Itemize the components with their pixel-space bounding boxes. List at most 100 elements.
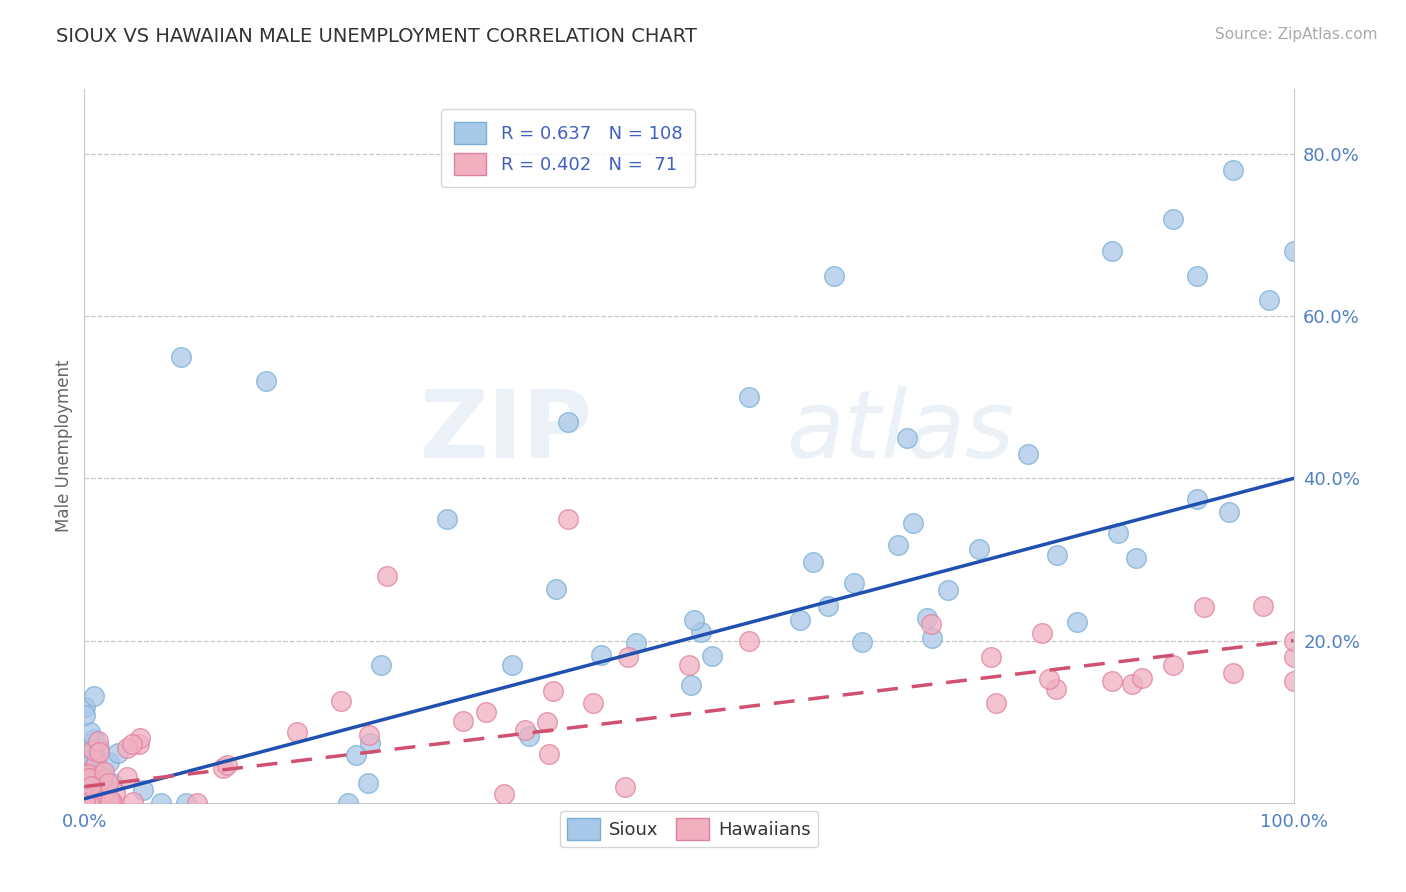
- Point: [75, 791, 97, 805]
- Point: [682, 613, 704, 627]
- Point: [93, 796, 115, 810]
- Point: [91, 771, 114, 785]
- Point: [75, 796, 97, 810]
- Point: [76, 760, 98, 774]
- Point: [1251, 599, 1274, 613]
- Point: [681, 678, 703, 692]
- Point: [76, 796, 98, 810]
- Point: [980, 649, 1002, 664]
- Point: [1222, 666, 1244, 681]
- Point: [1185, 491, 1208, 506]
- Text: ZIP: ZIP: [419, 385, 592, 478]
- Point: [73, 795, 96, 809]
- Point: [93, 796, 115, 810]
- Point: [613, 780, 636, 795]
- Point: [128, 737, 150, 751]
- Point: [73, 775, 96, 789]
- Point: [107, 746, 129, 760]
- Point: [97, 776, 120, 790]
- Point: [370, 658, 392, 673]
- Point: [82, 796, 104, 810]
- Point: [91, 766, 114, 780]
- Point: [77, 796, 100, 810]
- Point: [101, 776, 124, 790]
- Point: [122, 795, 145, 809]
- Point: [1161, 657, 1184, 672]
- Point: [887, 538, 910, 552]
- Point: [87, 794, 110, 808]
- Point: [79, 771, 101, 785]
- Point: [77, 775, 100, 789]
- Point: [73, 766, 96, 780]
- Point: [1282, 649, 1305, 664]
- Point: [936, 582, 959, 597]
- Point: [1194, 599, 1216, 614]
- Point: [80, 796, 103, 810]
- Point: [131, 783, 153, 797]
- Point: [90, 789, 112, 803]
- Point: [149, 796, 172, 810]
- Point: [969, 542, 991, 557]
- Point: [1222, 163, 1244, 178]
- Point: [1017, 447, 1039, 461]
- Point: [73, 796, 96, 810]
- Point: [986, 696, 1008, 710]
- Point: [91, 796, 114, 810]
- Point: [738, 390, 761, 404]
- Point: [541, 684, 564, 698]
- Point: [77, 796, 100, 810]
- Point: [73, 796, 96, 810]
- Point: [75, 746, 97, 760]
- Point: [73, 796, 96, 810]
- Point: [79, 750, 101, 764]
- Point: [591, 648, 613, 663]
- Text: SIOUX VS HAWAIIAN MALE UNEMPLOYMENT CORRELATION CHART: SIOUX VS HAWAIIAN MALE UNEMPLOYMENT CORR…: [56, 27, 697, 45]
- Point: [98, 793, 121, 807]
- Point: [536, 714, 558, 729]
- Point: [73, 796, 96, 810]
- Point: [79, 725, 101, 739]
- Point: [75, 707, 97, 722]
- Point: [851, 635, 873, 649]
- Point: [77, 765, 100, 780]
- Point: [1130, 671, 1153, 685]
- Point: [77, 787, 100, 801]
- Point: [1258, 293, 1281, 307]
- Point: [1282, 633, 1305, 648]
- Point: [73, 796, 96, 810]
- Point: [186, 796, 208, 810]
- Y-axis label: Male Unemployment: Male Unemployment: [55, 359, 73, 533]
- Point: [515, 723, 537, 737]
- Point: [77, 757, 100, 772]
- Point: [73, 796, 96, 810]
- Point: [546, 582, 568, 596]
- Point: [823, 268, 845, 283]
- Point: [73, 700, 96, 714]
- Point: [82, 796, 104, 810]
- Point: [501, 658, 523, 673]
- Point: [98, 756, 121, 770]
- Point: [617, 649, 640, 664]
- Point: [801, 555, 824, 569]
- Point: [1185, 268, 1208, 283]
- Point: [77, 767, 100, 781]
- Point: [1161, 211, 1184, 226]
- Point: [86, 796, 108, 810]
- Point: [90, 796, 112, 810]
- Point: [84, 796, 107, 810]
- Point: [700, 648, 723, 663]
- Point: [1066, 615, 1088, 629]
- Point: [83, 731, 105, 746]
- Point: [82, 796, 104, 810]
- Point: [101, 795, 124, 809]
- Point: [84, 796, 107, 810]
- Point: [582, 696, 605, 710]
- Point: [73, 792, 96, 806]
- Point: [1045, 682, 1067, 697]
- Point: [76, 796, 98, 810]
- Point: [83, 767, 105, 781]
- Point: [87, 745, 110, 759]
- Point: [285, 724, 308, 739]
- Point: [817, 599, 839, 614]
- Point: [83, 690, 105, 704]
